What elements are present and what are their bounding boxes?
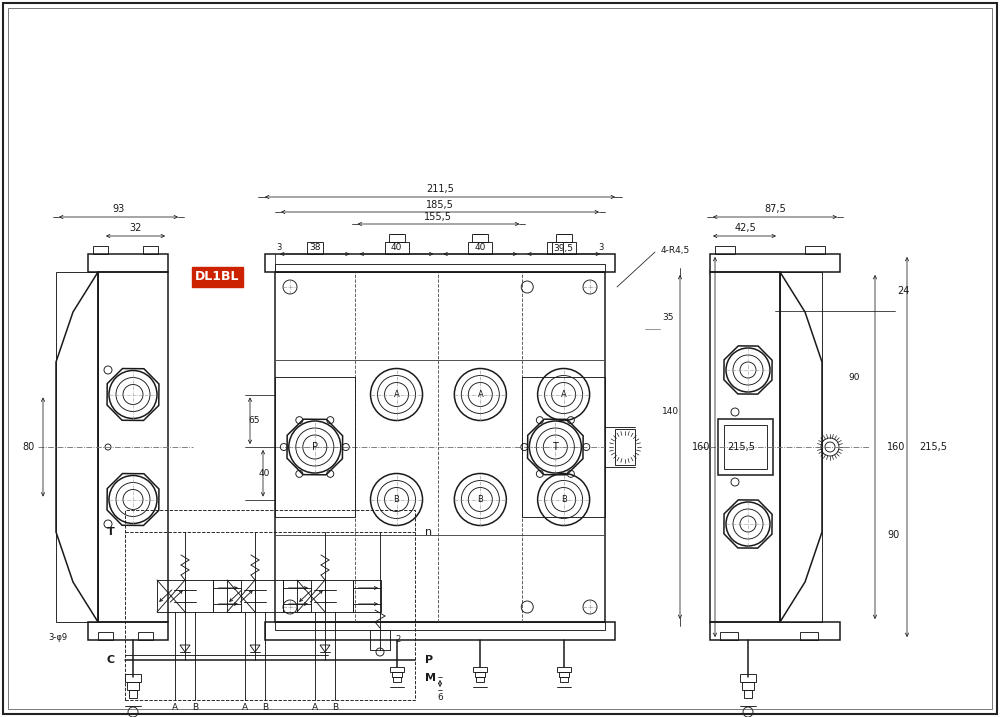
Text: B: B [394, 495, 399, 504]
Text: T: T [552, 442, 558, 452]
Text: 32: 32 [129, 223, 141, 233]
Text: 38: 38 [309, 244, 321, 252]
Text: 90: 90 [887, 529, 899, 539]
Text: 4-R4,5: 4-R4,5 [661, 245, 690, 255]
Text: 211,5: 211,5 [426, 184, 454, 194]
Text: P: P [312, 442, 318, 452]
Text: 42,5: 42,5 [734, 223, 756, 233]
Text: 215,5: 215,5 [727, 442, 755, 452]
Text: A: A [477, 390, 483, 399]
Text: B: B [561, 495, 567, 504]
Text: 215,5: 215,5 [919, 442, 947, 452]
Text: 2: 2 [395, 635, 400, 645]
Text: 65: 65 [248, 417, 260, 425]
Text: n: n [425, 527, 432, 537]
Text: 155,5: 155,5 [424, 212, 452, 222]
Text: M: M [425, 673, 436, 683]
Text: A: A [312, 703, 318, 713]
Text: A: A [394, 390, 399, 399]
Text: B: B [477, 495, 483, 504]
Text: 3: 3 [276, 244, 282, 252]
Text: B: B [192, 703, 198, 713]
Text: B: B [332, 703, 338, 713]
Text: 140: 140 [662, 407, 679, 417]
Text: 40: 40 [475, 244, 486, 252]
Text: DL1BL: DL1BL [195, 270, 240, 283]
Text: A: A [172, 703, 178, 713]
Text: 39,5: 39,5 [554, 244, 574, 252]
Text: 80: 80 [23, 442, 35, 452]
Text: T: T [107, 527, 115, 537]
Text: 160: 160 [887, 442, 905, 452]
Text: 185,5: 185,5 [426, 200, 454, 210]
Text: 160: 160 [692, 442, 710, 452]
Text: C: C [107, 655, 115, 665]
Text: P: P [425, 655, 433, 665]
Text: 24: 24 [897, 287, 909, 297]
Text: A: A [561, 390, 566, 399]
Text: 87,5: 87,5 [764, 204, 786, 214]
Text: 3: 3 [598, 244, 604, 252]
Text: 40: 40 [259, 469, 270, 478]
Text: B: B [262, 703, 268, 713]
Text: A: A [242, 703, 248, 713]
Text: 40: 40 [391, 244, 402, 252]
Text: 90: 90 [848, 373, 860, 381]
Text: 35: 35 [662, 313, 674, 322]
Text: 3-φ9: 3-φ9 [48, 632, 67, 642]
Text: 93: 93 [112, 204, 125, 214]
Text: 6: 6 [437, 693, 443, 701]
